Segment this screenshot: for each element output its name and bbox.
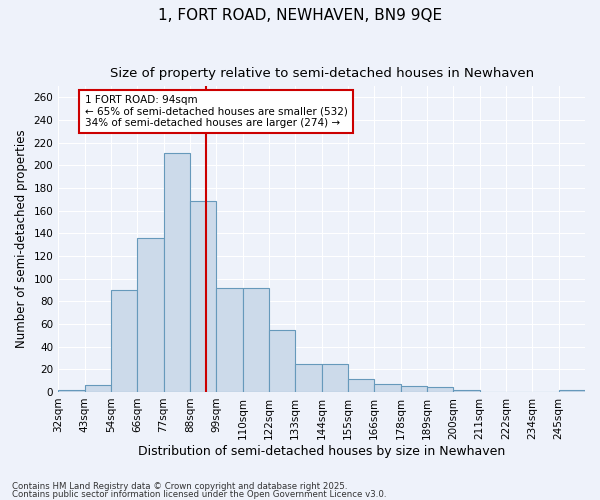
Bar [164, 152, 190, 392]
Bar [111, 290, 137, 392]
Text: 1, FORT ROAD, NEWHAVEN, BN9 9QE: 1, FORT ROAD, NEWHAVEN, BN9 9QE [158, 8, 442, 22]
Bar [559, 390, 585, 392]
X-axis label: Distribution of semi-detached houses by size in Newhaven: Distribution of semi-detached houses by … [138, 444, 505, 458]
Bar [427, 388, 453, 392]
Bar [58, 390, 85, 392]
Text: Contains HM Land Registry data © Crown copyright and database right 2025.: Contains HM Land Registry data © Crown c… [12, 482, 347, 491]
Bar [348, 380, 374, 392]
Bar [453, 390, 479, 392]
Bar [216, 288, 242, 392]
Bar [269, 330, 295, 392]
Y-axis label: Number of semi-detached properties: Number of semi-detached properties [15, 130, 28, 348]
Bar [322, 364, 348, 392]
Bar [137, 238, 164, 392]
Text: Contains public sector information licensed under the Open Government Licence v3: Contains public sector information licen… [12, 490, 386, 499]
Title: Size of property relative to semi-detached houses in Newhaven: Size of property relative to semi-detach… [110, 68, 533, 80]
Bar [242, 288, 269, 392]
Text: 1 FORT ROAD: 94sqm
← 65% of semi-detached houses are smaller (532)
34% of semi-d: 1 FORT ROAD: 94sqm ← 65% of semi-detache… [85, 95, 347, 128]
Bar [374, 384, 401, 392]
Bar [295, 364, 322, 392]
Bar [85, 385, 111, 392]
Bar [401, 386, 427, 392]
Bar [190, 202, 216, 392]
